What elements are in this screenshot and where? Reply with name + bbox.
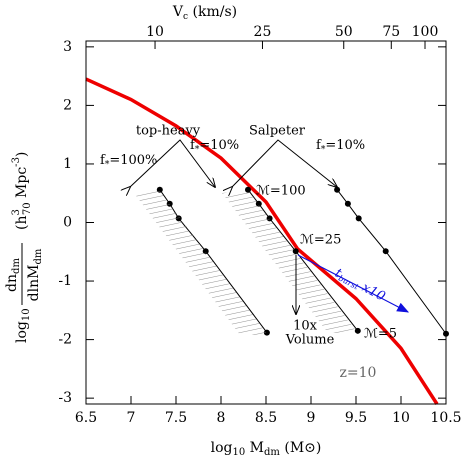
point: [344, 200, 351, 207]
series-line: [336, 189, 447, 335]
y-label-part: (h370 Mpc-3): [11, 152, 33, 230]
point: [334, 186, 341, 193]
annotation: top-heavy: [136, 124, 201, 139]
hatch-region: [222, 191, 358, 333]
annotation: f*=100%: [100, 153, 157, 170]
x-tick-label: 7: [127, 410, 136, 426]
annotation: Salpeter: [249, 124, 306, 139]
annotation: f*=10%: [316, 138, 365, 155]
annotation: f*=10%: [190, 138, 239, 155]
annotation: 10x: [293, 319, 318, 334]
annotation-arrows: [130, 139, 337, 314]
x-axis-label: log10 Mdm (M⊙): [211, 440, 322, 458]
point: [355, 215, 362, 222]
x-tick-label: 10.5: [430, 410, 461, 426]
series-line: [85, 77, 439, 405]
y-tick-label: 3: [63, 39, 72, 55]
y-tick-label: -3: [58, 390, 72, 406]
y-tick-label: -1: [58, 273, 72, 289]
y-tick-label: 2: [63, 97, 72, 113]
series-line: [247, 189, 359, 332]
annotation: ℳ=5: [364, 327, 397, 342]
x-tick-label: 8.5: [255, 410, 277, 426]
x-tick-label: 7.5: [165, 410, 187, 426]
annotation: ℳ=100: [256, 184, 306, 199]
x2-tick-label: 100: [412, 24, 439, 40]
x-tick-label: 6.5: [75, 410, 97, 426]
y-tick-label: -2: [58, 332, 72, 348]
x2-axis-label: Vc (km/s): [172, 4, 237, 22]
y-tick-label: 1: [63, 156, 72, 172]
x2-tick-label: 25: [254, 24, 272, 40]
annotation: Volume: [285, 333, 335, 348]
x-tick-label: 9.5: [345, 410, 367, 426]
x-tick-label: 8: [217, 410, 226, 426]
x2-tick-label: 50: [335, 24, 353, 40]
burst-arrow: [297, 254, 410, 313]
x2-tick-label: 75: [382, 24, 400, 40]
x-tick-label: 9: [307, 410, 316, 426]
x-tick-label: 10: [392, 410, 410, 426]
annotation: z=10: [340, 365, 377, 381]
y-axis-label: log10 dndm dlnMdm (h370 Mpc-3): [4, 152, 44, 343]
point: [382, 248, 389, 255]
y-tick-label: 0: [63, 215, 72, 231]
arrow: [232, 139, 337, 187]
annotation: ℳ=25: [300, 233, 341, 248]
arrow: [130, 139, 215, 187]
hatch-region: [134, 191, 268, 335]
y-label-part: log10: [14, 308, 32, 343]
y-label-part: dlnMdm: [26, 248, 44, 301]
x2-tick-label: 10: [146, 24, 164, 40]
y-label-part: dndm: [4, 258, 22, 292]
